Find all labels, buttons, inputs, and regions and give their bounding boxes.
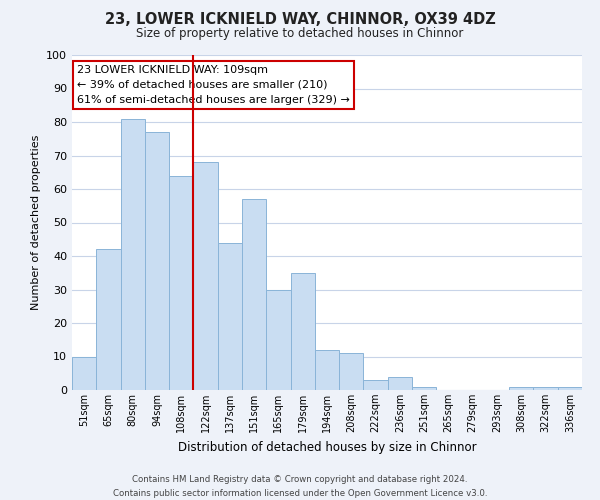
Bar <box>533 386 558 390</box>
Text: 23 LOWER ICKNIELD WAY: 109sqm
← 39% of detached houses are smaller (210)
61% of : 23 LOWER ICKNIELD WAY: 109sqm ← 39% of d… <box>77 65 350 104</box>
Bar <box>96 250 121 390</box>
Bar <box>169 176 193 390</box>
Bar <box>339 353 364 390</box>
Text: Contains HM Land Registry data © Crown copyright and database right 2024.
Contai: Contains HM Land Registry data © Crown c… <box>113 476 487 498</box>
Bar <box>242 199 266 390</box>
Text: 23, LOWER ICKNIELD WAY, CHINNOR, OX39 4DZ: 23, LOWER ICKNIELD WAY, CHINNOR, OX39 4D… <box>104 12 496 28</box>
Bar <box>290 273 315 390</box>
Bar <box>266 290 290 390</box>
Bar <box>193 162 218 390</box>
Bar <box>121 118 145 390</box>
Bar <box>72 356 96 390</box>
Bar <box>145 132 169 390</box>
Bar <box>218 242 242 390</box>
Y-axis label: Number of detached properties: Number of detached properties <box>31 135 41 310</box>
Bar <box>315 350 339 390</box>
Bar <box>412 386 436 390</box>
Bar <box>558 386 582 390</box>
Bar <box>509 386 533 390</box>
Bar <box>364 380 388 390</box>
Text: Size of property relative to detached houses in Chinnor: Size of property relative to detached ho… <box>136 28 464 40</box>
X-axis label: Distribution of detached houses by size in Chinnor: Distribution of detached houses by size … <box>178 440 476 454</box>
Bar <box>388 376 412 390</box>
